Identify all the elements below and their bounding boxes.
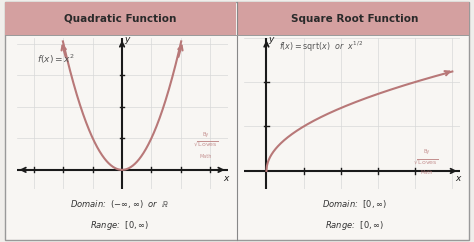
Text: Math: Math: [200, 154, 212, 159]
Text: By: By: [202, 132, 209, 137]
Text: Square Root Function: Square Root Function: [291, 14, 418, 24]
Text: Range:  $[0, \infty)$: Range: $[0, \infty)$: [90, 219, 150, 232]
Text: x: x: [455, 174, 461, 183]
Text: $f(x) = x^2$: $f(x) = x^2$: [37, 52, 75, 66]
Text: Quadratic Function: Quadratic Function: [64, 14, 176, 24]
Bar: [238, 2, 469, 35]
Bar: [5, 2, 236, 35]
Text: $\sqrt{\mathrm{Loves}}$: $\sqrt{\mathrm{Loves}}$: [413, 157, 439, 166]
Text: y: y: [269, 35, 274, 44]
Text: Range:  $[0, \infty)$: Range: $[0, \infty)$: [325, 219, 384, 232]
Text: Domain:  $(-\infty,\infty)$  or  $\mathbb{R}$: Domain: $(-\infty,\infty)$ or $\mathbb{R…: [70, 198, 170, 211]
Text: $f(x) = \mathrm{sqrt}(x)$  or  $x^{1/2}$: $f(x) = \mathrm{sqrt}(x)$ or $x^{1/2}$: [280, 39, 364, 54]
Text: Math: Math: [420, 170, 432, 174]
Text: $\sqrt{\mathrm{Loves}}$: $\sqrt{\mathrm{Loves}}$: [193, 139, 219, 148]
Text: y: y: [124, 35, 129, 44]
Text: Domain:  $[0, \infty)$: Domain: $[0, \infty)$: [322, 198, 387, 211]
Text: By: By: [423, 149, 429, 154]
Text: x: x: [223, 174, 229, 183]
